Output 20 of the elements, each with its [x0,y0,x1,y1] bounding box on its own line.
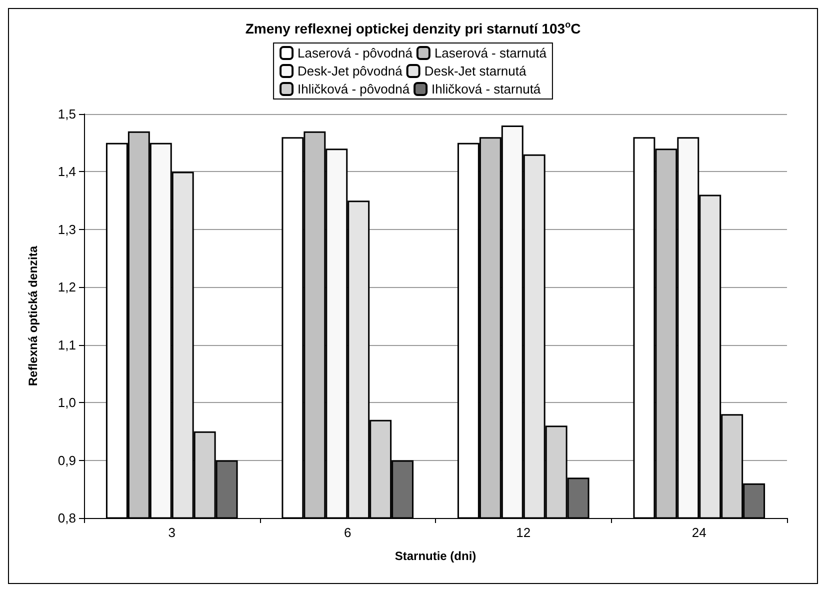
y-tick-label: 1,3 [58,222,76,237]
y-axis-title: Reflexná optická denzita [26,246,40,386]
x-tick-label: 3 [168,525,176,540]
x-axis-title: Starnutie (dni) [394,549,476,563]
legend-label: Desk-Jet starnutá [424,64,527,78]
y-tick-label: 1,2 [58,280,76,295]
legend-label: Desk-Jet pôvodná [298,64,404,78]
x-tick-label: 6 [344,525,352,540]
legend-label: Laserová - starnutá [434,46,548,60]
y-tick-label: 0,9 [58,452,76,468]
x-tick-label: 12 [516,525,531,540]
legend-label: Ihličková - starnutá [432,82,542,96]
y-tick-label: 1,4 [58,164,76,180]
y-tick-label: 0,8 [58,510,76,526]
legend-label: Ihličková - pôvodná [298,82,410,96]
y-tick-label: 1,0 [58,395,76,410]
x-tick-label: 24 [692,525,706,540]
y-tick-label: 1,5 [58,106,76,122]
legend-label: Laserová - pôvodná [298,46,414,60]
y-tick-label: 1,1 [58,337,76,352]
